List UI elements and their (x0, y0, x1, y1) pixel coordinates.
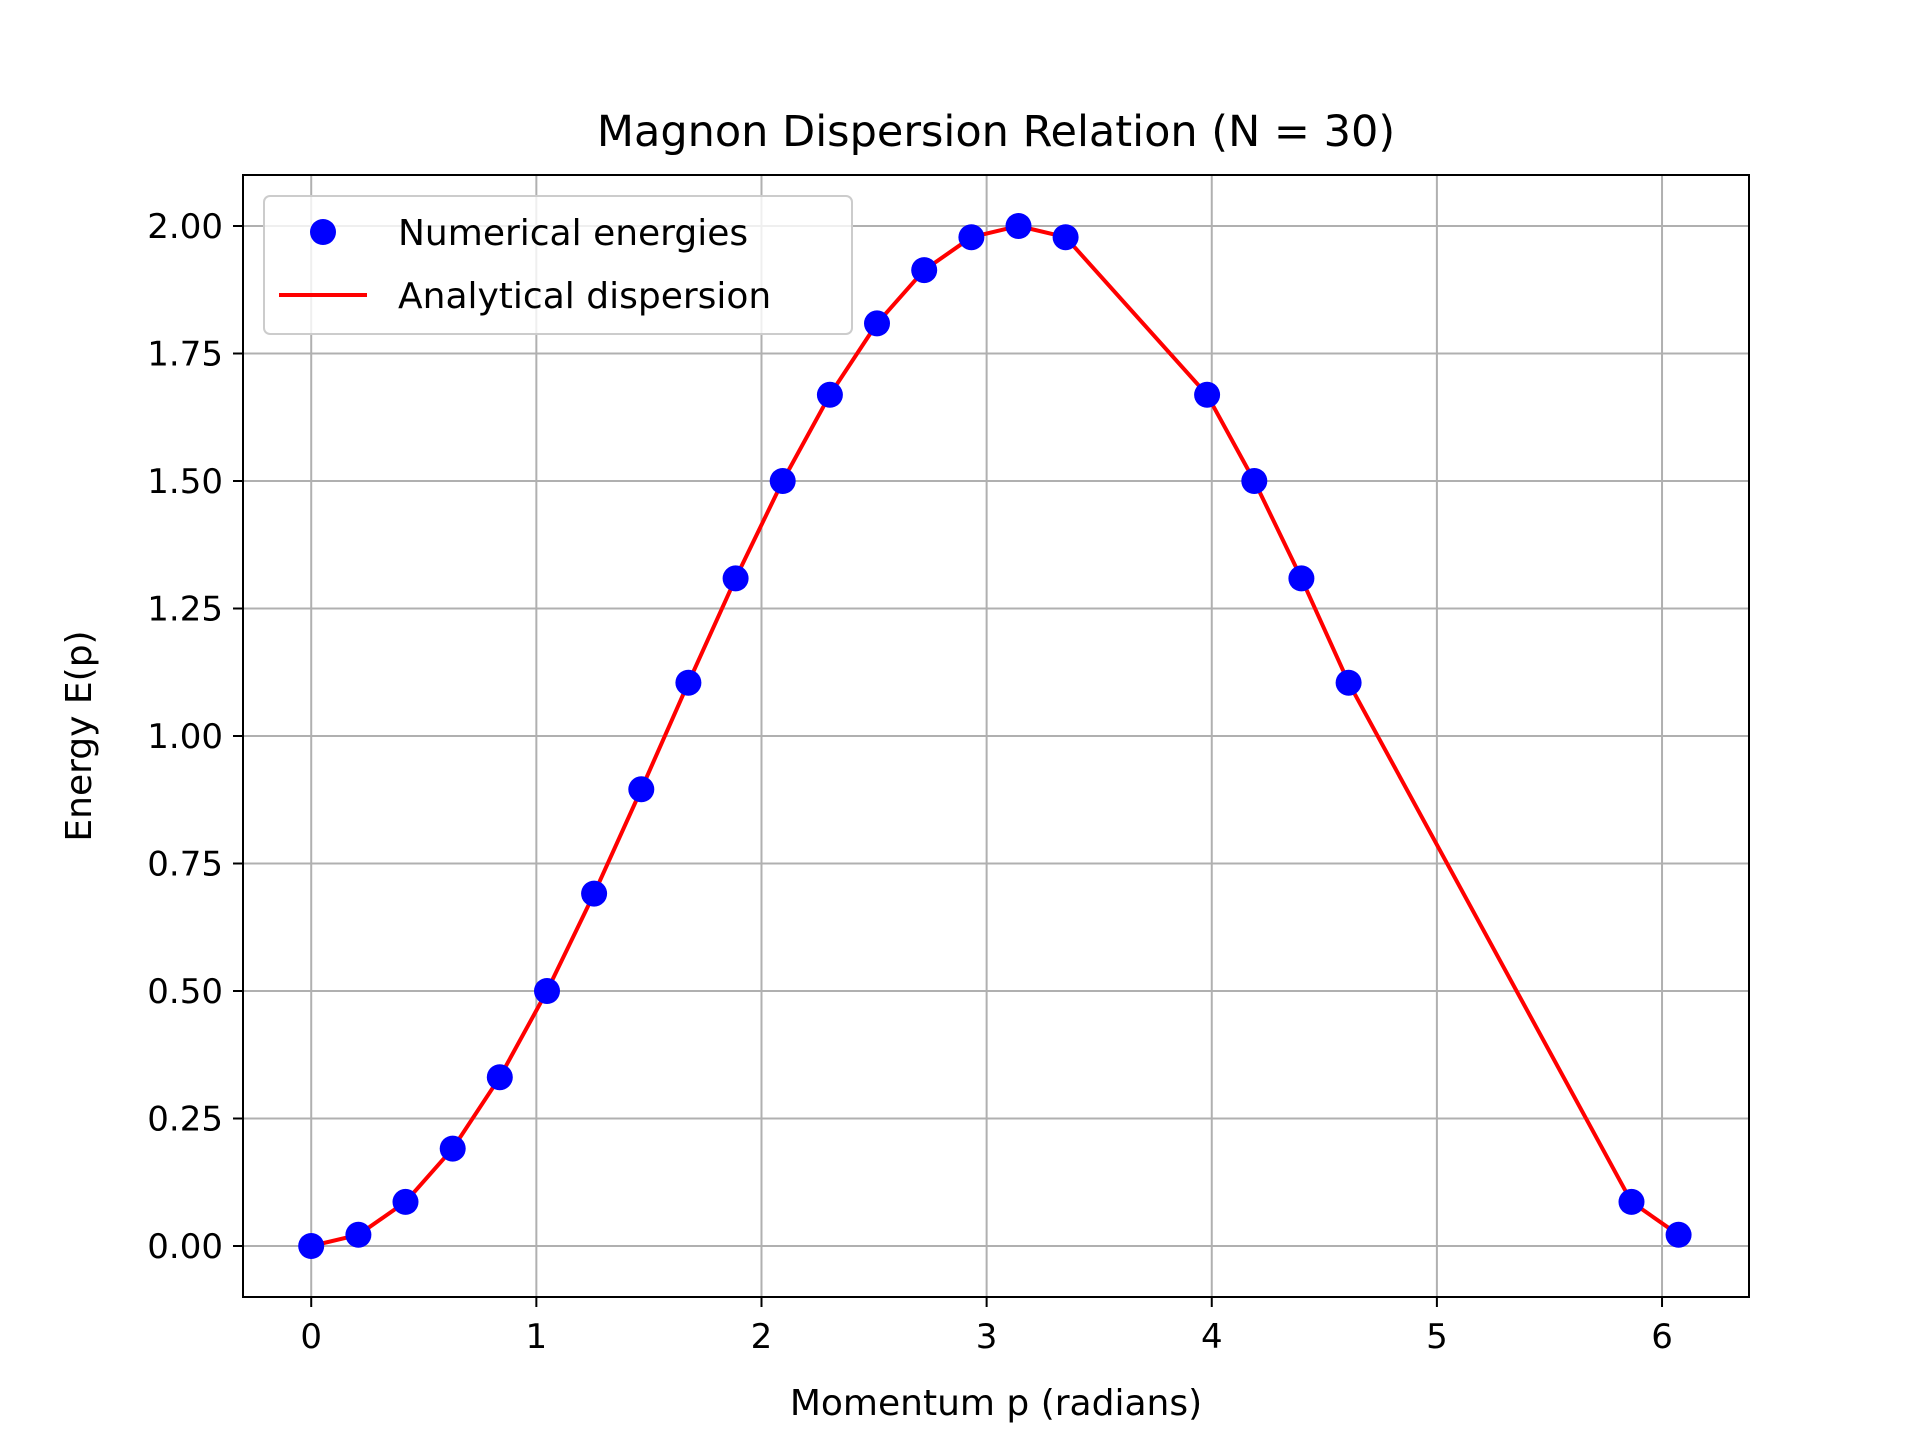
numerical-energy-point (1194, 381, 1221, 408)
legend-label-numerical: Numerical energies (398, 213, 748, 254)
y-tick-label: 0.50 (147, 972, 223, 1012)
y-tick-label: 1.75 (147, 335, 223, 375)
numerical-energy-point (1288, 565, 1315, 592)
numerical-energy-point (298, 1233, 325, 1259)
grid (243, 175, 1749, 1297)
legend-label-analytical: Analytical dispersion (398, 276, 771, 317)
x-tick-label: 2 (751, 1317, 773, 1357)
numerical-energy-point (958, 224, 985, 251)
numerical-energy-point (864, 310, 890, 337)
x-tick-label: 1 (526, 1317, 548, 1357)
y-tick-label: 0.75 (147, 845, 223, 885)
legend: Numerical energies Analytical dispersion (263, 195, 853, 335)
chart-title: Magnon Dispersion Relation (N = 30) (597, 107, 1395, 157)
y-axis-title: Energy E(p) (59, 630, 100, 841)
x-tick-label: 4 (1201, 1317, 1223, 1357)
numerical-energy-point (911, 257, 938, 284)
y-tick-label: 1.25 (147, 590, 223, 630)
numerical-energy-point (392, 1188, 419, 1215)
y-tick-label: 0.00 (147, 1227, 223, 1267)
numerical-energy-point (534, 978, 560, 1004)
numerical-energy-point (1665, 1221, 1692, 1248)
numerical-energy-point (1618, 1188, 1645, 1215)
x-tick-label: 6 (1651, 1317, 1673, 1357)
x-tick-label: 5 (1426, 1317, 1448, 1357)
y-tick-label: 2.00 (147, 207, 223, 247)
numerical-energy-point (628, 776, 655, 803)
numerical-energy-point (769, 468, 796, 494)
y-tick-label: 0.25 (147, 1100, 223, 1140)
scatter-series (298, 213, 1692, 1259)
x-axis-title: Momentum p (radians) (790, 1383, 1202, 1424)
numerical-energy-point (1005, 213, 1032, 239)
numerical-energy-point (1241, 468, 1268, 494)
numerical-energy-point (439, 1135, 466, 1162)
x-tick-label: 0 (300, 1317, 322, 1357)
x-axis-ticks: 0 1 2 3 4 5 6 (300, 1297, 1673, 1357)
numerical-energy-point (1052, 224, 1079, 251)
y-tick-label: 1.50 (147, 462, 223, 502)
y-axis-ticks: 0.00 0.25 0.50 0.75 1.00 1.25 1.50 1.75 2.00 (147, 207, 243, 1267)
numerical-energy-point (722, 565, 749, 592)
numerical-energy-point (581, 880, 608, 907)
legend-marker-numerical (310, 219, 336, 245)
numerical-energy-point (675, 669, 702, 696)
legend-box (263, 195, 853, 335)
x-tick-label: 3 (976, 1317, 998, 1357)
numerical-energy-point (345, 1221, 372, 1248)
numerical-energy-point (486, 1064, 513, 1091)
numerical-energy-point (816, 381, 843, 408)
y-tick-label: 1.00 (147, 717, 223, 757)
numerical-energy-point (1335, 669, 1362, 696)
